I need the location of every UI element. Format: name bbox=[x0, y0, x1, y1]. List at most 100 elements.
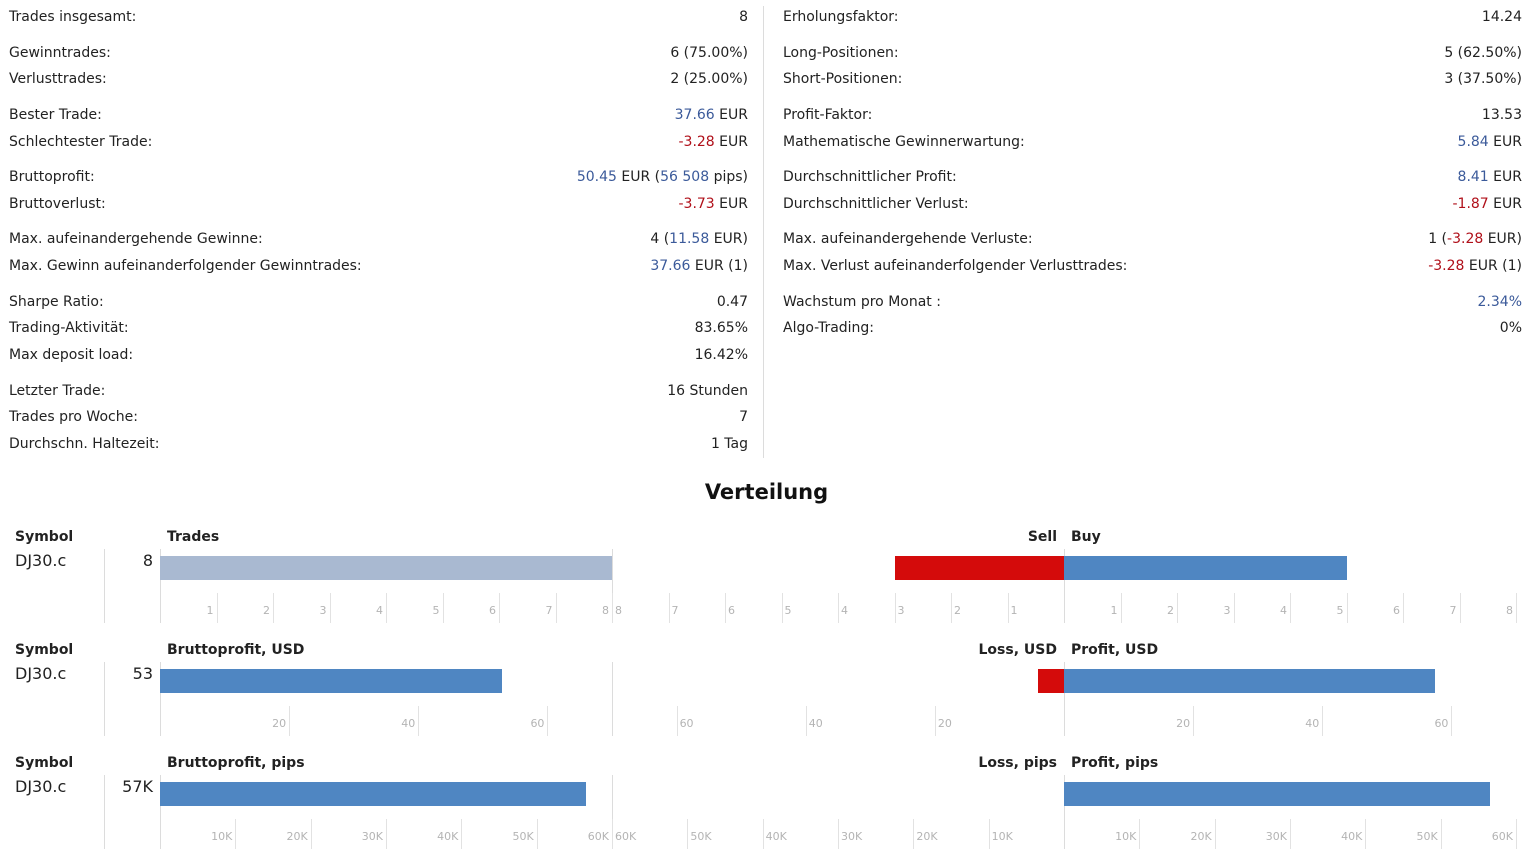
stat-value: 50.45 EUR (56 508 pips) bbox=[577, 165, 748, 189]
left-header: Bruttoprofit, pips bbox=[167, 755, 305, 771]
total-value: 8 bbox=[142, 551, 153, 570]
stat-value-part: -3.73 bbox=[678, 196, 715, 212]
stat-value: 2.34% bbox=[1478, 290, 1522, 314]
stat-label: Gewinntrades: bbox=[9, 45, 111, 61]
stat-row-right: Erholungsfaktor: 14.24 bbox=[783, 5, 1522, 29]
left-tick-label: 50K bbox=[512, 830, 534, 843]
tick-line bbox=[1214, 819, 1216, 849]
loss-header: Loss, pips bbox=[978, 755, 1057, 771]
stat-value: 8.41 EUR bbox=[1458, 165, 1522, 189]
tick-line bbox=[1516, 819, 1517, 849]
middle-divider bbox=[612, 549, 613, 623]
total-bar bbox=[160, 556, 612, 580]
stat-value-part: 11.58 bbox=[669, 231, 710, 247]
loss-tick-label: 5 bbox=[784, 604, 792, 617]
stat-row-left: Bester Trade: 37.66 EUR bbox=[9, 103, 748, 127]
stat-row-left: Bruttoverlust: -3.73 EUR bbox=[9, 192, 748, 216]
stat-value-part: 0.47 bbox=[716, 294, 748, 310]
stat-value-part: EUR bbox=[1488, 169, 1522, 185]
left-tick-label: 30K bbox=[361, 830, 383, 843]
stat-value: 1 Tag bbox=[711, 432, 748, 456]
stat-label: Bester Trade: bbox=[9, 107, 102, 123]
loss-tick-label: 10K bbox=[991, 830, 1013, 843]
loss-tick-label: 60K bbox=[615, 830, 637, 843]
stat-value-part: 5.84 bbox=[1457, 134, 1489, 150]
tick-line bbox=[894, 593, 896, 623]
profit-bar bbox=[1064, 782, 1490, 806]
profit-header: Profit, pips bbox=[1071, 755, 1159, 771]
tick-line bbox=[235, 819, 237, 849]
stat-row-left: Sharpe Ratio: 0.47 bbox=[9, 290, 748, 314]
profit-tick-label: 60K bbox=[1491, 830, 1513, 843]
tick-line bbox=[289, 706, 291, 736]
tick-line bbox=[1516, 593, 1517, 623]
stat-value: 4 (11.58 EUR) bbox=[650, 227, 748, 251]
tick-line bbox=[838, 593, 839, 623]
stat-value-part: 4 ( bbox=[650, 231, 670, 247]
stat-label: Bruttoverlust: bbox=[9, 196, 106, 212]
stat-row-left: Schlechtester Trade: -3.28 EUR bbox=[9, 130, 748, 154]
symbol-divider bbox=[104, 662, 105, 736]
stat-value-part: 8 bbox=[739, 9, 748, 25]
stat-row-right: Profit-Faktor: 13.53 bbox=[783, 103, 1522, 127]
left-tick-label: 40K bbox=[437, 830, 459, 843]
total-bar bbox=[160, 782, 586, 806]
stat-value-part: EUR bbox=[1488, 196, 1522, 212]
stat-value: 0% bbox=[1500, 316, 1522, 340]
tick-line bbox=[442, 593, 444, 623]
profit-tick-label: 20K bbox=[1190, 830, 1212, 843]
stat-value: 5.84 EUR bbox=[1458, 130, 1522, 154]
stat-value-part: 5 (62.50%) bbox=[1444, 45, 1522, 61]
stat-label: Sharpe Ratio: bbox=[9, 294, 104, 310]
left-tick-label: 20K bbox=[286, 830, 308, 843]
stat-value-part: 13.53 bbox=[1481, 107, 1522, 123]
loss-header: Loss, USD bbox=[978, 642, 1057, 658]
stat-value-part: 3 (37.50%) bbox=[1444, 71, 1522, 87]
stat-value-part: 16.42% bbox=[694, 347, 748, 363]
stat-value-part: -3.28 bbox=[1428, 258, 1465, 274]
left-tick-label: 40 bbox=[401, 717, 416, 730]
stat-row-right: Mathematische Gewinnerwartung: 5.84 EUR bbox=[783, 130, 1522, 154]
tick-line bbox=[1440, 819, 1442, 849]
stat-value: 14.24 bbox=[1482, 5, 1522, 29]
center-axis-line bbox=[1064, 549, 1065, 623]
profit-bar bbox=[1064, 669, 1436, 693]
tick-line bbox=[725, 593, 726, 623]
stat-value-part: EUR) bbox=[1483, 231, 1522, 247]
stat-row-left: Bruttoprofit: 50.45 EUR (56 508 pips) bbox=[9, 165, 748, 189]
symbol-name: DJ30.c bbox=[15, 777, 67, 796]
symbol-divider bbox=[104, 549, 105, 623]
stat-value-part: 8.41 bbox=[1457, 169, 1489, 185]
tick-line bbox=[386, 593, 387, 623]
stat-value-part: 83.65% bbox=[694, 320, 748, 336]
left-tick-label: 2 bbox=[263, 604, 270, 617]
left-tick-label: 60 bbox=[530, 717, 545, 730]
stat-label: Short-Positionen: bbox=[783, 71, 903, 87]
tick-line bbox=[838, 819, 839, 849]
stat-value: 6 (75.00%) bbox=[670, 41, 748, 65]
stat-row-right: Max. Verlust aufeinanderfolgender Verlus… bbox=[783, 254, 1522, 278]
stat-value: 5 (62.50%) bbox=[1444, 41, 1522, 65]
stat-value-part: 6 (75.00%) bbox=[670, 45, 748, 61]
stat-value-part: EUR (1) bbox=[1464, 258, 1522, 274]
profit-tick-label: 5 bbox=[1336, 604, 1344, 617]
symbol-header: Symbol bbox=[15, 755, 74, 771]
stat-value-part: 1 ( bbox=[1428, 231, 1448, 247]
stat-label: Schlechtester Trade: bbox=[9, 134, 153, 150]
profit-tick-label: 8 bbox=[1506, 604, 1513, 617]
tick-line bbox=[329, 593, 331, 623]
stat-value-part: 37.66 bbox=[650, 258, 691, 274]
profit-tick-label: 20 bbox=[1176, 717, 1191, 730]
stat-value-part: EUR bbox=[1488, 134, 1522, 150]
profit-tick-label: 4 bbox=[1280, 604, 1287, 617]
stat-value-part: EUR bbox=[714, 196, 748, 212]
stat-row-left: Max. aufeinandergehende Gewinne: 4 (11.58… bbox=[9, 227, 748, 251]
loss-tick-label: 50K bbox=[690, 830, 712, 843]
profit-tick-label: 6 bbox=[1393, 604, 1400, 617]
profit-tick-label: 3 bbox=[1223, 604, 1231, 617]
tick-line bbox=[687, 819, 689, 849]
stat-value-part: -1.87 bbox=[1452, 196, 1489, 212]
stat-value-part: 50.45 bbox=[576, 169, 617, 185]
profit-tick-label: 40 bbox=[1305, 717, 1320, 730]
stat-row-left: Trades insgesamt: 8 bbox=[9, 5, 748, 29]
